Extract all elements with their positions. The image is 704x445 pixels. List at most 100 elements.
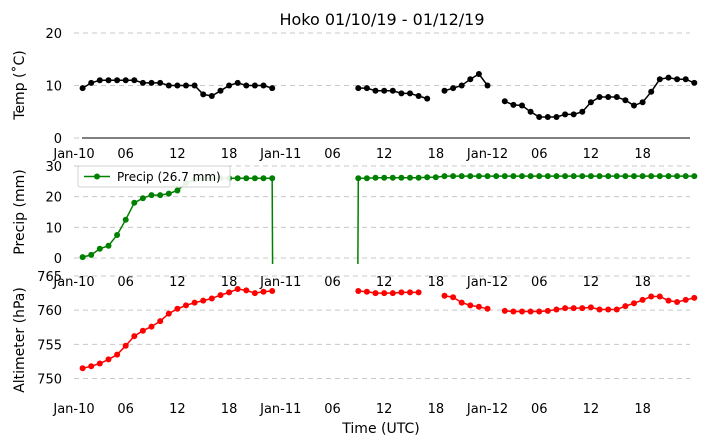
data-point [570,111,577,118]
data-point [165,82,172,89]
data-point [234,79,241,86]
data-point [260,82,267,89]
data-point [381,290,388,297]
data-point [217,292,224,299]
data-point [174,305,181,312]
data-point [665,173,672,180]
data-point [88,251,95,258]
data-point [553,114,560,120]
x-axis-label: Time (UTC) [341,421,419,437]
data-point [260,288,267,295]
x-tick-label: Jan-10 [52,275,94,290]
x-tick-label: 06 [531,402,548,417]
data-point [441,173,448,180]
x-tick-label: 06 [324,402,341,417]
y-tick-label: 0 [54,132,62,147]
y-tick-label: 30 [45,160,62,175]
data-point [355,85,362,92]
panel-1: 0 10 20 Jan-10 06 12 18 Jan-11 06 12 18 Jan-12 06 12 1… [11,27,698,162]
x-tick-label: 18 [634,275,651,290]
data-point [226,82,233,89]
data-point [562,111,569,118]
data-point [613,173,620,180]
data-point [475,71,482,77]
x-tick-label: Jan-11 [259,402,301,417]
x-tick-label: 18 [634,147,651,162]
data-point [148,192,155,199]
data-point [269,288,276,294]
data-point [165,190,172,197]
data-point [131,77,138,84]
data-point [656,76,663,83]
data-point [200,91,207,98]
data-point [251,290,258,297]
data-point [579,173,586,180]
data-point [631,102,637,109]
data-point [415,174,422,181]
data-point [105,242,112,249]
data-point [639,99,646,106]
data-point [157,79,164,86]
x-tick-label: Jan-12 [466,402,508,417]
data-point [79,85,86,92]
data-point [226,289,233,296]
data-point [596,306,603,313]
data-point [501,307,508,314]
x-tick-label: 06 [117,275,134,290]
data-point [114,351,121,358]
data-point [596,94,603,100]
data-point [467,302,474,309]
data-point [613,94,620,100]
data-point [536,308,543,315]
data-point [139,327,146,334]
x-tick-label: 18 [221,147,238,162]
data-point [88,79,95,86]
x-tick-label: 18 [221,402,238,417]
data-point [484,173,491,180]
x-tick-label: 12 [376,147,393,162]
x-tick-label: 12 [169,147,186,162]
data-point [398,90,405,97]
data-point [148,323,155,330]
data-point [234,286,241,292]
data-point [527,108,534,115]
data-point [648,173,655,180]
y-tick-label: 20 [45,191,62,206]
data-point [79,254,86,261]
data-point [484,305,491,312]
data-point [510,101,517,108]
data-point [441,87,448,94]
legend-label: Precip (26.7 mm) [117,170,221,184]
data-point [450,294,457,301]
data-point [96,245,103,252]
y-tick-label: 765 [37,270,62,285]
data-point [372,174,379,181]
data-point [648,88,655,95]
data-point [510,308,517,315]
data-point [234,175,241,182]
data-point [587,304,594,311]
x-tick-label: 18 [428,275,445,290]
y-axis-label: Temp (˚C) [11,50,28,120]
y-tick-label: 10 [45,221,62,236]
data-point [570,173,577,180]
data-point [122,342,129,349]
x-tick-label: 12 [376,275,393,290]
x-tick-label: 06 [531,147,548,162]
data-point [501,98,508,105]
data-point [631,300,637,307]
data-point [200,297,207,304]
data-point [389,87,396,94]
data-point [372,290,379,297]
data-point [536,173,543,180]
data-point [639,296,646,303]
x-tick-label: Jan-11 [259,147,301,162]
data-point [519,308,525,315]
data-point [363,175,370,182]
data-point [501,173,508,180]
data-point [165,310,172,317]
data-point [407,90,413,97]
data-point [148,79,155,86]
